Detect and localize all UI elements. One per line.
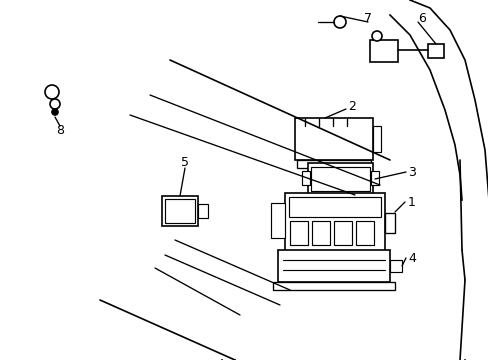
Bar [162, 196, 198, 226]
Bar [384, 213, 394, 233]
Text: 8: 8 [56, 123, 64, 136]
Bar [369, 40, 397, 62]
Bar [294, 118, 372, 160]
Bar [372, 126, 380, 152]
Bar [333, 221, 351, 245]
Bar [164, 199, 195, 223]
Bar [310, 167, 369, 191]
Bar [272, 282, 394, 290]
Bar [427, 44, 443, 58]
Text: 6: 6 [417, 12, 425, 24]
Bar [302, 171, 309, 185]
Bar [370, 171, 378, 185]
Bar [389, 260, 401, 272]
Bar [278, 250, 389, 282]
Bar [355, 221, 373, 245]
Text: 7: 7 [363, 12, 371, 24]
Bar [285, 193, 384, 251]
Text: 5: 5 [181, 157, 189, 170]
Bar [289, 221, 307, 245]
Polygon shape [270, 203, 285, 238]
Circle shape [333, 16, 346, 28]
Text: 3: 3 [407, 166, 415, 179]
Polygon shape [198, 204, 207, 218]
Text: 1: 1 [407, 195, 415, 208]
Text: 4: 4 [407, 252, 415, 265]
Bar [311, 221, 329, 245]
Circle shape [371, 31, 381, 41]
Circle shape [50, 99, 60, 109]
Bar [307, 163, 372, 195]
Circle shape [52, 109, 58, 115]
Bar [288, 197, 380, 217]
Circle shape [45, 85, 59, 99]
Text: 2: 2 [347, 100, 355, 113]
Bar [296, 160, 370, 168]
